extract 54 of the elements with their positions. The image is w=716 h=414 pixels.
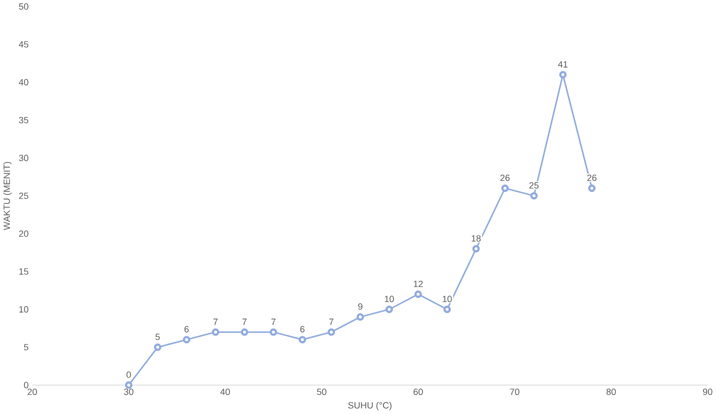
point <box>386 306 393 314</box>
x-tick-label: 70 <box>510 388 520 396</box>
x-tick-label: 60 <box>414 388 423 396</box>
point <box>298 336 306 344</box>
x-axis-title: SUHU (°C) <box>348 402 392 410</box>
data-label: 10 <box>442 296 452 302</box>
point <box>212 328 220 336</box>
point <box>270 328 278 336</box>
data-label: 5 <box>156 334 160 340</box>
x-tick-label: 90 <box>703 388 712 396</box>
y-tick-label: 40 <box>18 79 28 86</box>
data-label: 7 <box>329 318 334 326</box>
point <box>414 290 422 298</box>
data-label: 10 <box>384 296 394 302</box>
data-label: 7 <box>271 318 276 326</box>
y-tick-label: 35 <box>18 117 28 124</box>
point <box>124 382 132 389</box>
data-label: 7 <box>213 318 218 326</box>
point <box>530 192 538 200</box>
y-tick-label: 0 <box>24 382 28 388</box>
point <box>154 344 162 352</box>
data-label: 26 <box>500 174 510 182</box>
x-tick-label: 40 <box>220 388 230 396</box>
y-tick-label: 50 <box>19 4 28 10</box>
data-label: 12 <box>414 280 423 288</box>
point <box>501 184 509 192</box>
y-tick-label: 10 <box>19 306 28 313</box>
data-label: 7 <box>242 318 247 326</box>
point <box>588 184 596 192</box>
data-label: 41 <box>558 61 568 68</box>
data-label: 0 <box>126 372 131 378</box>
point <box>472 245 480 253</box>
y-tick-label: 30 <box>18 154 28 162</box>
y-tick-label: 45 <box>18 41 28 48</box>
data-label: 26 <box>587 174 596 182</box>
y-tick-label: 25 <box>19 192 28 200</box>
point <box>443 306 451 314</box>
x-tick-label: 50 <box>317 388 326 396</box>
point <box>328 328 336 336</box>
point <box>182 336 190 344</box>
data-label: 18 <box>472 235 481 242</box>
y-tick-label: 15 <box>19 268 28 275</box>
point <box>356 313 364 321</box>
x-tick-label: 30 <box>124 388 134 396</box>
y-axis-title: WAKTU (MENIT) <box>3 162 12 230</box>
point <box>240 328 248 336</box>
data-label: 9 <box>358 304 362 310</box>
data-label: 6 <box>184 326 189 333</box>
data-label: 25 <box>529 182 539 189</box>
y-tick-label: 20 <box>19 230 28 238</box>
point <box>559 71 567 79</box>
x-tick-label: 80 <box>606 388 616 396</box>
data-label: 6 <box>300 326 304 333</box>
y-tick-label: 5 <box>24 344 28 351</box>
